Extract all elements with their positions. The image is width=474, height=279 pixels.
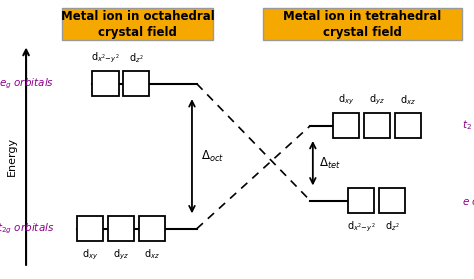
Bar <box>138 216 164 241</box>
Text: $\mathregular{d}_{x^2\mathregular{-}y^2}$: $\mathregular{d}_{x^2\mathregular{-}y^2}… <box>91 50 120 65</box>
Bar <box>62 8 213 40</box>
Bar <box>123 71 149 96</box>
Bar <box>379 188 405 213</box>
Bar <box>333 113 359 138</box>
Text: $\mathregular{d}_{xz}$: $\mathregular{d}_{xz}$ <box>144 247 160 261</box>
Bar <box>394 113 421 138</box>
Text: $t_2$ orbitals: $t_2$ orbitals <box>462 119 474 133</box>
Text: Metal ion in octahedral
crystal field: Metal ion in octahedral crystal field <box>61 10 214 39</box>
Bar <box>92 71 118 96</box>
Bar <box>263 8 462 40</box>
Text: $e$ orbitals: $e$ orbitals <box>462 195 474 207</box>
Text: $\Delta_{oct}$: $\Delta_{oct}$ <box>201 149 224 164</box>
Bar <box>77 216 103 241</box>
Text: $e_g$ orbitals: $e_g$ orbitals <box>0 76 55 91</box>
Bar <box>348 188 374 213</box>
Bar <box>364 113 390 138</box>
Text: Energy: Energy <box>7 137 17 176</box>
Text: $\mathregular{d}_{xy}$: $\mathregular{d}_{xy}$ <box>82 247 98 262</box>
Text: $\mathregular{d}_{xz}$: $\mathregular{d}_{xz}$ <box>400 93 416 107</box>
Text: $\mathregular{d}_{xy}$: $\mathregular{d}_{xy}$ <box>338 92 354 107</box>
Text: $\mathregular{d}_{z^2}$: $\mathregular{d}_{z^2}$ <box>385 220 400 233</box>
Text: $\mathregular{d}_{yz}$: $\mathregular{d}_{yz}$ <box>369 92 385 107</box>
Text: $t_{2g}$ orbitals: $t_{2g}$ orbitals <box>0 222 55 236</box>
Text: $\mathregular{d}_{yz}$: $\mathregular{d}_{yz}$ <box>113 247 129 262</box>
Text: $\Delta_{tet}$: $\Delta_{tet}$ <box>319 156 340 171</box>
Bar <box>108 216 134 241</box>
Text: $\mathregular{d}_{z^2}$: $\mathregular{d}_{z^2}$ <box>129 51 144 65</box>
Text: $\mathregular{d}_{x^2\mathregular{-}y^2}$: $\mathregular{d}_{x^2\mathregular{-}y^2}… <box>347 220 376 234</box>
Text: Metal ion in tetrahedral
crystal field: Metal ion in tetrahedral crystal field <box>283 10 442 39</box>
